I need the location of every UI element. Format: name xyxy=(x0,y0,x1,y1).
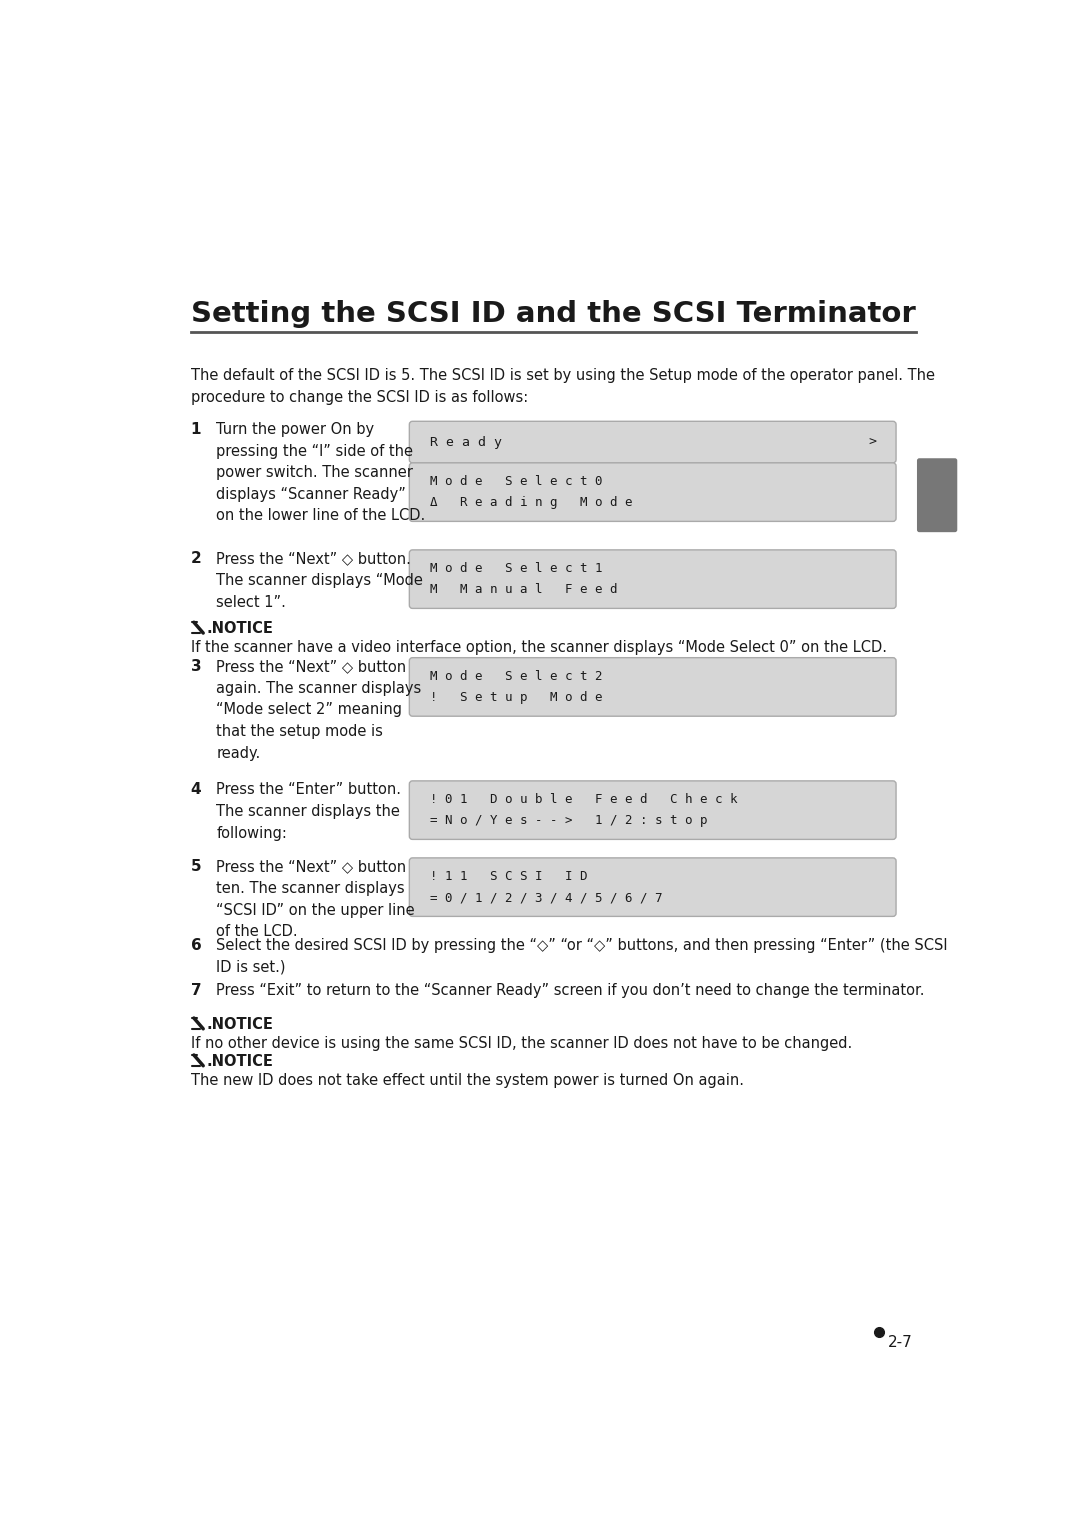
Text: Press the “Next” ◇ button
ten. The scanner displays
“SCSI ID” on the upper line
: Press the “Next” ◇ button ten. The scann… xyxy=(216,859,415,940)
Text: 7: 7 xyxy=(191,983,202,998)
Text: M o d e   S e l e c t 0: M o d e S e l e c t 0 xyxy=(430,475,602,487)
Text: 5: 5 xyxy=(191,859,202,874)
Text: 3: 3 xyxy=(191,659,202,674)
Text: !   S e t u p   M o d e: ! S e t u p M o d e xyxy=(430,691,602,704)
Text: Select the desired SCSI ID by pressing the “◇” “or “◇” buttons, and then pressin: Select the desired SCSI ID by pressing t… xyxy=(216,938,948,975)
Text: If the scanner have a video interface option, the scanner displays “Mode Select : If the scanner have a video interface op… xyxy=(191,640,887,656)
FancyBboxPatch shape xyxy=(409,857,896,917)
Text: .NOTICE: .NOTICE xyxy=(206,1018,273,1033)
Text: The default of the SCSI ID is 5. The SCSI ID is set by using the Setup mode of t: The default of the SCSI ID is 5. The SCS… xyxy=(191,368,935,405)
FancyBboxPatch shape xyxy=(409,422,896,463)
Text: M o d e   S e l e c t 1: M o d e S e l e c t 1 xyxy=(430,562,602,575)
Text: Turn the power On by
pressing the “l” side of the
power switch. The scanner
disp: Turn the power On by pressing the “l” si… xyxy=(216,422,426,524)
Text: The new ID does not take effect until the system power is turned On again.: The new ID does not take effect until th… xyxy=(191,1073,744,1088)
Text: Press the “Enter” button.
The scanner displays the
following:: Press the “Enter” button. The scanner di… xyxy=(216,782,402,840)
Text: = N o / Y e s - - >   1 / 2 : s t o p: = N o / Y e s - - > 1 / 2 : s t o p xyxy=(430,814,707,827)
Text: >: > xyxy=(868,435,876,449)
Text: .NOTICE: .NOTICE xyxy=(206,622,273,637)
Text: 1: 1 xyxy=(191,422,201,437)
Text: M o d e   S e l e c t 2: M o d e S e l e c t 2 xyxy=(430,669,602,683)
Text: 2: 2 xyxy=(191,552,202,567)
Text: ! 0 1   D o u b l e   F e e d   C h e c k: ! 0 1 D o u b l e F e e d C h e c k xyxy=(430,793,737,807)
Text: 6: 6 xyxy=(191,938,202,953)
FancyBboxPatch shape xyxy=(409,550,896,608)
Text: Press the “Next” ◇ button
again. The scanner displays
“Mode select 2” meaning
th: Press the “Next” ◇ button again. The sca… xyxy=(216,659,421,761)
FancyBboxPatch shape xyxy=(409,463,896,521)
FancyBboxPatch shape xyxy=(409,781,896,839)
Text: 2-7: 2-7 xyxy=(889,1335,913,1351)
Text: Δ   R e a d i n g   M o d e: Δ R e a d i n g M o d e xyxy=(430,497,632,509)
Text: Press “Exit” to return to the “Scanner Ready” screen if you don’t need to change: Press “Exit” to return to the “Scanner R… xyxy=(216,983,924,998)
Text: = 0 / 1 / 2 / 3 / 4 / 5 / 6 / 7: = 0 / 1 / 2 / 3 / 4 / 5 / 6 / 7 xyxy=(430,891,662,905)
Text: If no other device is using the same SCSI ID, the scanner ID does not have to be: If no other device is using the same SCS… xyxy=(191,1036,852,1051)
Text: 4: 4 xyxy=(191,782,202,798)
FancyBboxPatch shape xyxy=(917,458,957,532)
Text: R e a d y: R e a d y xyxy=(430,435,501,449)
FancyBboxPatch shape xyxy=(409,657,896,717)
Text: .NOTICE: .NOTICE xyxy=(206,1054,273,1070)
Text: Press the “Next” ◇ button.
The scanner displays “Mode
select 1”.: Press the “Next” ◇ button. The scanner d… xyxy=(216,552,423,610)
Text: ! 1 1   S C S I   I D: ! 1 1 S C S I I D xyxy=(430,869,588,883)
Text: M   M a n u a l   F e e d: M M a n u a l F e e d xyxy=(430,584,617,596)
Text: Setting the SCSI ID and the SCSI Terminator: Setting the SCSI ID and the SCSI Termina… xyxy=(191,301,916,329)
